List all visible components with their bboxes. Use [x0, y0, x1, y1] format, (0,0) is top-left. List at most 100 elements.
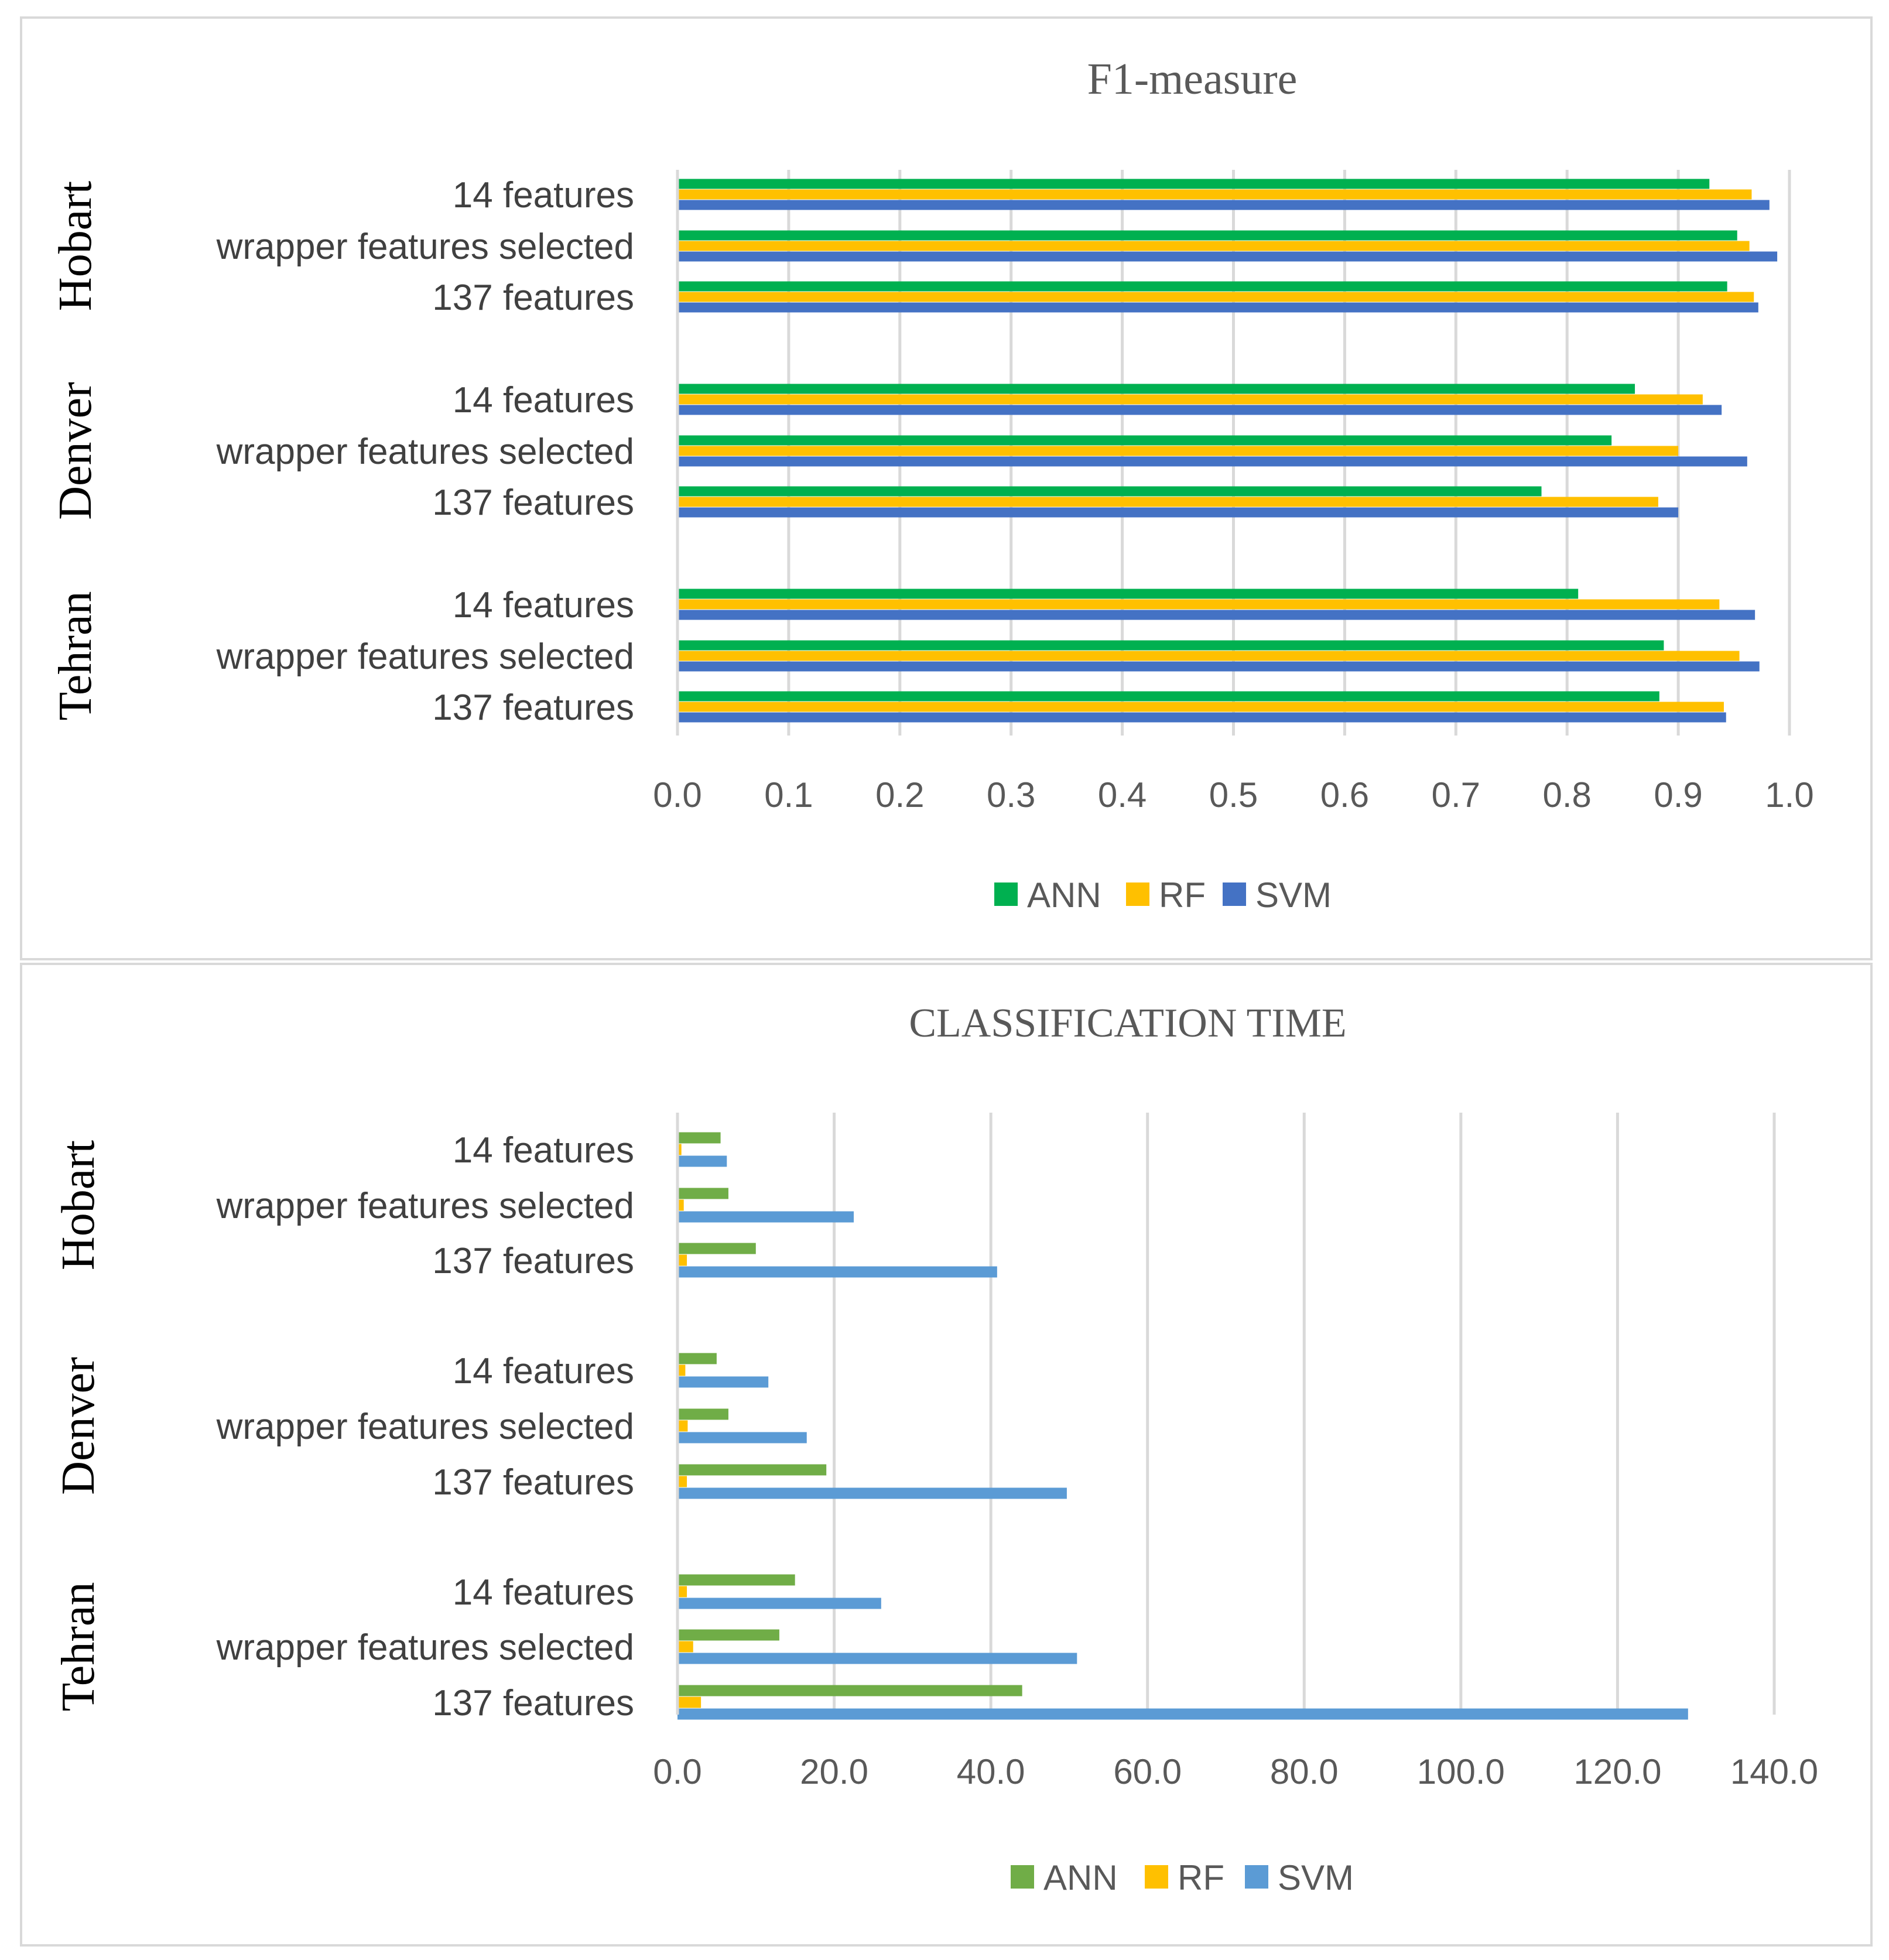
x-tick-label: 0.7	[1432, 775, 1480, 815]
chart-title: F1-measure	[1087, 54, 1298, 104]
bar-svm	[677, 251, 1778, 262]
bar-ann	[677, 1188, 728, 1199]
bar-svm	[677, 405, 1722, 415]
bar-svm	[677, 1376, 769, 1388]
legend-label-ann: ANN	[1043, 1858, 1118, 1897]
bar-ann	[677, 384, 1635, 394]
bar-svm	[677, 1266, 997, 1278]
bar-rf	[677, 599, 1720, 610]
bar-ann	[677, 1132, 721, 1144]
x-tick-label: 0.4	[1098, 775, 1147, 815]
x-tick-label: 140.0	[1730, 1752, 1818, 1791]
category-label: wrapper features selected	[216, 1186, 634, 1226]
bar-rf	[677, 1586, 687, 1598]
bar-ann	[677, 1243, 756, 1254]
classification-time-chart: CLASSIFICATION TIME 0.0 20.0 40.0 60.0 80.0 10…	[53, 1001, 1818, 1897]
legend-swatch-rf	[1145, 1865, 1168, 1889]
category-label: 137 features	[432, 278, 634, 318]
category-label: 14 features	[453, 1351, 634, 1391]
x-tick-label: 0.6	[1320, 775, 1369, 815]
bar-svm	[677, 712, 1726, 723]
legend-swatch-rf	[1126, 882, 1149, 906]
legend-label-svm: SVM	[1255, 875, 1332, 915]
legend-label-rf: RF	[1159, 875, 1206, 915]
bar-svm	[677, 1653, 1077, 1664]
x-tick-label: 0.5	[1209, 775, 1258, 815]
group-label-hobart: Hobart	[53, 1140, 104, 1270]
bar-rf	[677, 1641, 693, 1653]
bar-ann	[677, 486, 1542, 497]
category-label: wrapper features selected	[216, 637, 634, 677]
bar-rf	[677, 1696, 701, 1708]
bar-ann	[677, 1464, 827, 1476]
bar-ann	[677, 1574, 795, 1586]
bar-rf	[677, 497, 1658, 507]
bar-rf	[677, 446, 1679, 456]
bar-svm	[677, 1432, 807, 1444]
category-label: wrapper features selected	[216, 1407, 634, 1447]
chart-title: CLASSIFICATION TIME	[909, 1001, 1346, 1046]
bar-rf	[677, 1199, 684, 1211]
bar-rf	[677, 1254, 687, 1266]
category-label: 137 features	[432, 483, 634, 523]
bar-rf	[677, 189, 1752, 200]
bar-svm	[677, 1598, 881, 1609]
x-tick-label: 20.0	[800, 1752, 868, 1791]
bar-rf	[677, 241, 1750, 251]
bar-rf	[677, 1476, 687, 1487]
category-label: wrapper features selected	[216, 227, 634, 267]
bar-svm	[677, 302, 1758, 313]
bar-ann	[677, 281, 1727, 292]
bar-rf	[677, 1420, 688, 1432]
x-tick-label: 0.1	[764, 775, 813, 815]
category-label: 137 features	[432, 1683, 634, 1723]
legend-swatch-ann	[994, 882, 1018, 906]
category-label: 14 features	[453, 380, 634, 420]
legend-swatch-svm	[1223, 882, 1246, 906]
category-label: 137 features	[432, 687, 634, 728]
x-tick-label: 0.8	[1542, 775, 1591, 815]
x-tick-label: 120.0	[1573, 1752, 1661, 1791]
bar-ann	[677, 1685, 1022, 1696]
group-label-denver: Denver	[50, 382, 101, 519]
bar-svm	[677, 1211, 854, 1223]
bar-ann	[677, 691, 1659, 702]
group-label-hobart: Hobart	[50, 181, 101, 311]
x-tick-label: 60.0	[1113, 1752, 1182, 1791]
bar-svm	[677, 456, 1747, 467]
legend-swatch-svm	[1245, 1865, 1268, 1889]
bar-ann	[677, 230, 1737, 241]
x-tick-label: 0.3	[987, 775, 1035, 815]
classification-time-chart-panel	[20, 963, 1873, 1947]
category-label: 137 features	[432, 1462, 634, 1503]
bar-ann	[677, 1408, 728, 1420]
group-label-tehran: Tehran	[53, 1582, 104, 1712]
legend-label-svm: SVM	[1278, 1858, 1354, 1897]
bar-ann	[677, 1629, 779, 1641]
bar-rf	[677, 702, 1724, 712]
legend-label-rf: RF	[1178, 1858, 1224, 1897]
category-label: 14 features	[453, 1572, 634, 1613]
x-tick-label: 100.0	[1417, 1752, 1505, 1791]
x-tick-label: 0.0	[653, 775, 701, 815]
f1-measure-chart: F1-measure 0.0 0.1 0.2 0.3 0.4 0.5 0.6 0.7 0.8 0.9…	[50, 54, 1814, 915]
bar-ann	[677, 179, 1710, 189]
x-tick-label: 40.0	[957, 1752, 1025, 1791]
group-label-denver: Denver	[53, 1357, 104, 1494]
legend-swatch-ann	[1011, 1865, 1034, 1889]
group-label-tehran: Tehran	[50, 591, 101, 721]
bar-ann	[677, 589, 1579, 599]
legend-label-ann: ANN	[1027, 875, 1101, 915]
x-tick-label: 0.0	[653, 1752, 701, 1791]
category-label: wrapper features selected	[216, 432, 634, 472]
bar-svm	[677, 1487, 1067, 1499]
x-tick-label: 80.0	[1270, 1752, 1339, 1791]
bar-svm	[677, 507, 1679, 518]
category-label: wrapper features selected	[216, 1627, 634, 1668]
category-label: 14 features	[453, 585, 634, 625]
x-tick-label: 0.9	[1654, 775, 1702, 815]
bar-rf	[677, 651, 1740, 661]
category-label: 14 features	[453, 1130, 634, 1171]
bar-rf	[677, 394, 1703, 405]
bar-svm	[677, 200, 1770, 210]
